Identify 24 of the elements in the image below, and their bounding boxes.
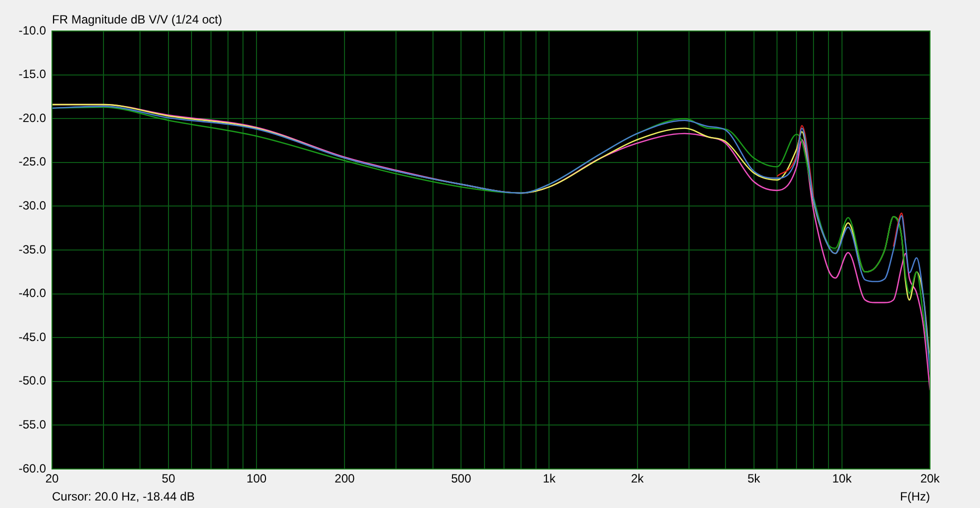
x-tick-label: 20 <box>45 472 59 486</box>
y-tick-label: -20.0 <box>18 110 46 125</box>
x-tick-label: 5k <box>747 472 762 486</box>
x-tick-label: 500 <box>451 472 472 486</box>
x-tick-label: 1k <box>542 472 557 486</box>
y-tick-label: -25.0 <box>18 154 46 169</box>
x-tick-label: 20k <box>920 472 941 486</box>
y-tick-label: -50.0 <box>18 374 46 388</box>
chart-title: FR Magnitude dB V/V (1/24 oct) <box>52 12 222 26</box>
y-tick-label: -10.0 <box>18 23 46 38</box>
x-tick-label: 10k <box>832 472 853 486</box>
y-tick-label: -15.0 <box>18 67 46 82</box>
x-tick-label: 2k <box>630 472 645 486</box>
x-tick-label: 200 <box>334 472 355 486</box>
y-tick-label: -60.0 <box>18 461 46 476</box>
x-tick-label: 100 <box>246 472 267 486</box>
x-tick-label: 50 <box>162 472 176 486</box>
y-tick-label: -35.0 <box>18 242 46 256</box>
x-axis-title: F(Hz) <box>900 489 930 504</box>
y-tick-label: -45.0 <box>18 330 46 344</box>
y-tick-label: -40.0 <box>18 286 46 300</box>
y-tick-label: -30.0 <box>18 198 46 213</box>
y-tick-label: -55.0 <box>18 418 46 432</box>
text: Cursor: 20.0 Hz, -18.44 dB <box>52 489 195 504</box>
